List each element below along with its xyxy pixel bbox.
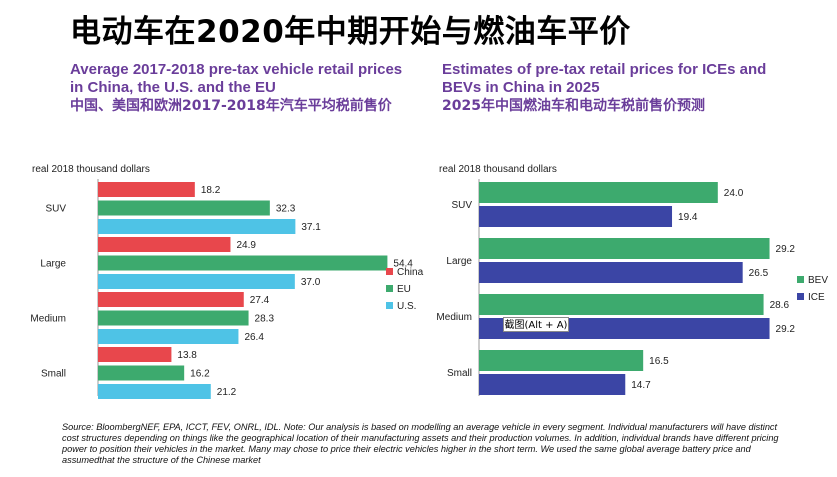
left-data-label-large-eu: 54.4 <box>393 259 413 270</box>
left-data-label-small-eu: 16.2 <box>190 369 210 380</box>
left-subtitle-line1: Average 2017-2018 pre-tax vehicle retail… <box>70 61 403 78</box>
left-category-label-suv: SUV <box>45 204 66 215</box>
right-data-label-suv-bev: 24.0 <box>724 188 744 199</box>
left-bar-small-china <box>98 347 172 362</box>
right-bar-large-bev <box>479 238 770 259</box>
left-bar-large-us <box>98 274 295 289</box>
right-unit-label: real 2018 thousand dollars <box>439 164 557 175</box>
right-data-label-medium-ice: 29.2 <box>776 324 796 335</box>
left-bar-suv-eu <box>98 200 270 216</box>
left-data-label-large-us: 37.0 <box>301 277 321 288</box>
right-legend-label-bev: BEV <box>808 275 828 286</box>
right-legend-swatch-ice <box>797 293 804 300</box>
left-category-label-large: Large <box>40 259 66 270</box>
right-subtitle-line1: Estimates of pre-tax retail prices for I… <box>442 61 767 78</box>
right-chart-subtitle: Estimates of pre-tax retail prices for I… <box>442 61 766 115</box>
left-bar-medium-eu <box>98 310 249 326</box>
right-data-label-small-bev: 16.5 <box>649 356 669 367</box>
left-category-label-medium: Medium <box>30 314 66 325</box>
right-category-label-medium: Medium <box>436 312 472 323</box>
right-subtitle-cn: 2025年中国燃油车和电动车税前售价预测 <box>442 98 705 114</box>
left-bar-small-eu <box>98 365 185 381</box>
right-bar-large-ice <box>479 262 743 283</box>
right-bar-suv-bev <box>479 182 718 203</box>
left-subtitle-cn: 中国、美国和欧洲2017-2018年汽车平均税前售价 <box>70 98 392 114</box>
left-data-label-medium-us: 26.4 <box>244 332 264 343</box>
left-bar-large-eu <box>98 255 388 271</box>
right-bar-suv-ice <box>479 206 673 227</box>
right-legend-swatch-bev <box>797 276 804 283</box>
right-data-label-small-ice: 14.7 <box>631 380 651 391</box>
left-legend-swatch-us <box>386 302 393 309</box>
left-data-label-suv-us: 37.1 <box>301 222 321 233</box>
left-data-label-medium-china: 27.4 <box>250 295 270 306</box>
left-unit-label: real 2018 thousand dollars <box>32 164 150 175</box>
left-bar-large-china <box>98 237 231 252</box>
right-subtitle-line2: BEVs in China in 2025 <box>442 79 600 96</box>
left-bar-medium-us <box>98 329 239 344</box>
left-legend-label-eu: EU <box>397 284 411 295</box>
right-category-label-small: Small <box>447 368 472 379</box>
left-legend-label-china: China <box>397 267 424 278</box>
right-data-label-large-bev: 29.2 <box>776 244 796 255</box>
screenshot-tooltip: 截图(Alt + A) <box>503 317 569 332</box>
left-legend-label-us: U.S. <box>397 301 416 312</box>
right-data-label-large-ice: 26.5 <box>749 268 769 279</box>
right-bar-small-bev <box>479 350 644 371</box>
left-subtitle-line2: in China, the U.S. and the EU <box>70 79 276 96</box>
right-category-label-large: Large <box>446 256 472 267</box>
right-bar-small-ice <box>479 374 626 395</box>
right-bar-medium-bev <box>479 294 764 315</box>
left-data-label-large-china: 24.9 <box>236 240 256 251</box>
right-legend-label-ice: ICE <box>808 292 825 303</box>
right-data-label-medium-bev: 28.6 <box>770 300 790 311</box>
left-chart-subtitle: Average 2017-2018 pre-tax vehicle retail… <box>70 61 402 115</box>
left-data-label-small-china: 13.8 <box>177 350 197 361</box>
left-bar-small-us <box>98 384 211 399</box>
left-data-label-suv-china: 18.2 <box>201 185 221 196</box>
right-category-label-suv: SUV <box>451 200 472 211</box>
source-note: Source: BloombergNEF, EPA, ICCT, FEV, ON… <box>62 422 779 465</box>
right-data-label-suv-ice: 19.4 <box>678 212 698 223</box>
left-data-label-medium-eu: 28.3 <box>255 314 275 325</box>
left-bar-suv-china <box>98 182 195 197</box>
left-bar-suv-us <box>98 219 296 234</box>
left-legend-swatch-eu <box>386 285 393 292</box>
page-title: 电动车在2020年中期开始与燃油车平价 <box>70 14 631 50</box>
left-data-label-small-us: 21.2 <box>217 387 237 398</box>
left-data-label-suv-eu: 32.3 <box>276 204 296 215</box>
left-category-label-small: Small <box>41 369 66 380</box>
left-legend-swatch-china <box>386 268 393 275</box>
left-bar-medium-china <box>98 292 244 307</box>
